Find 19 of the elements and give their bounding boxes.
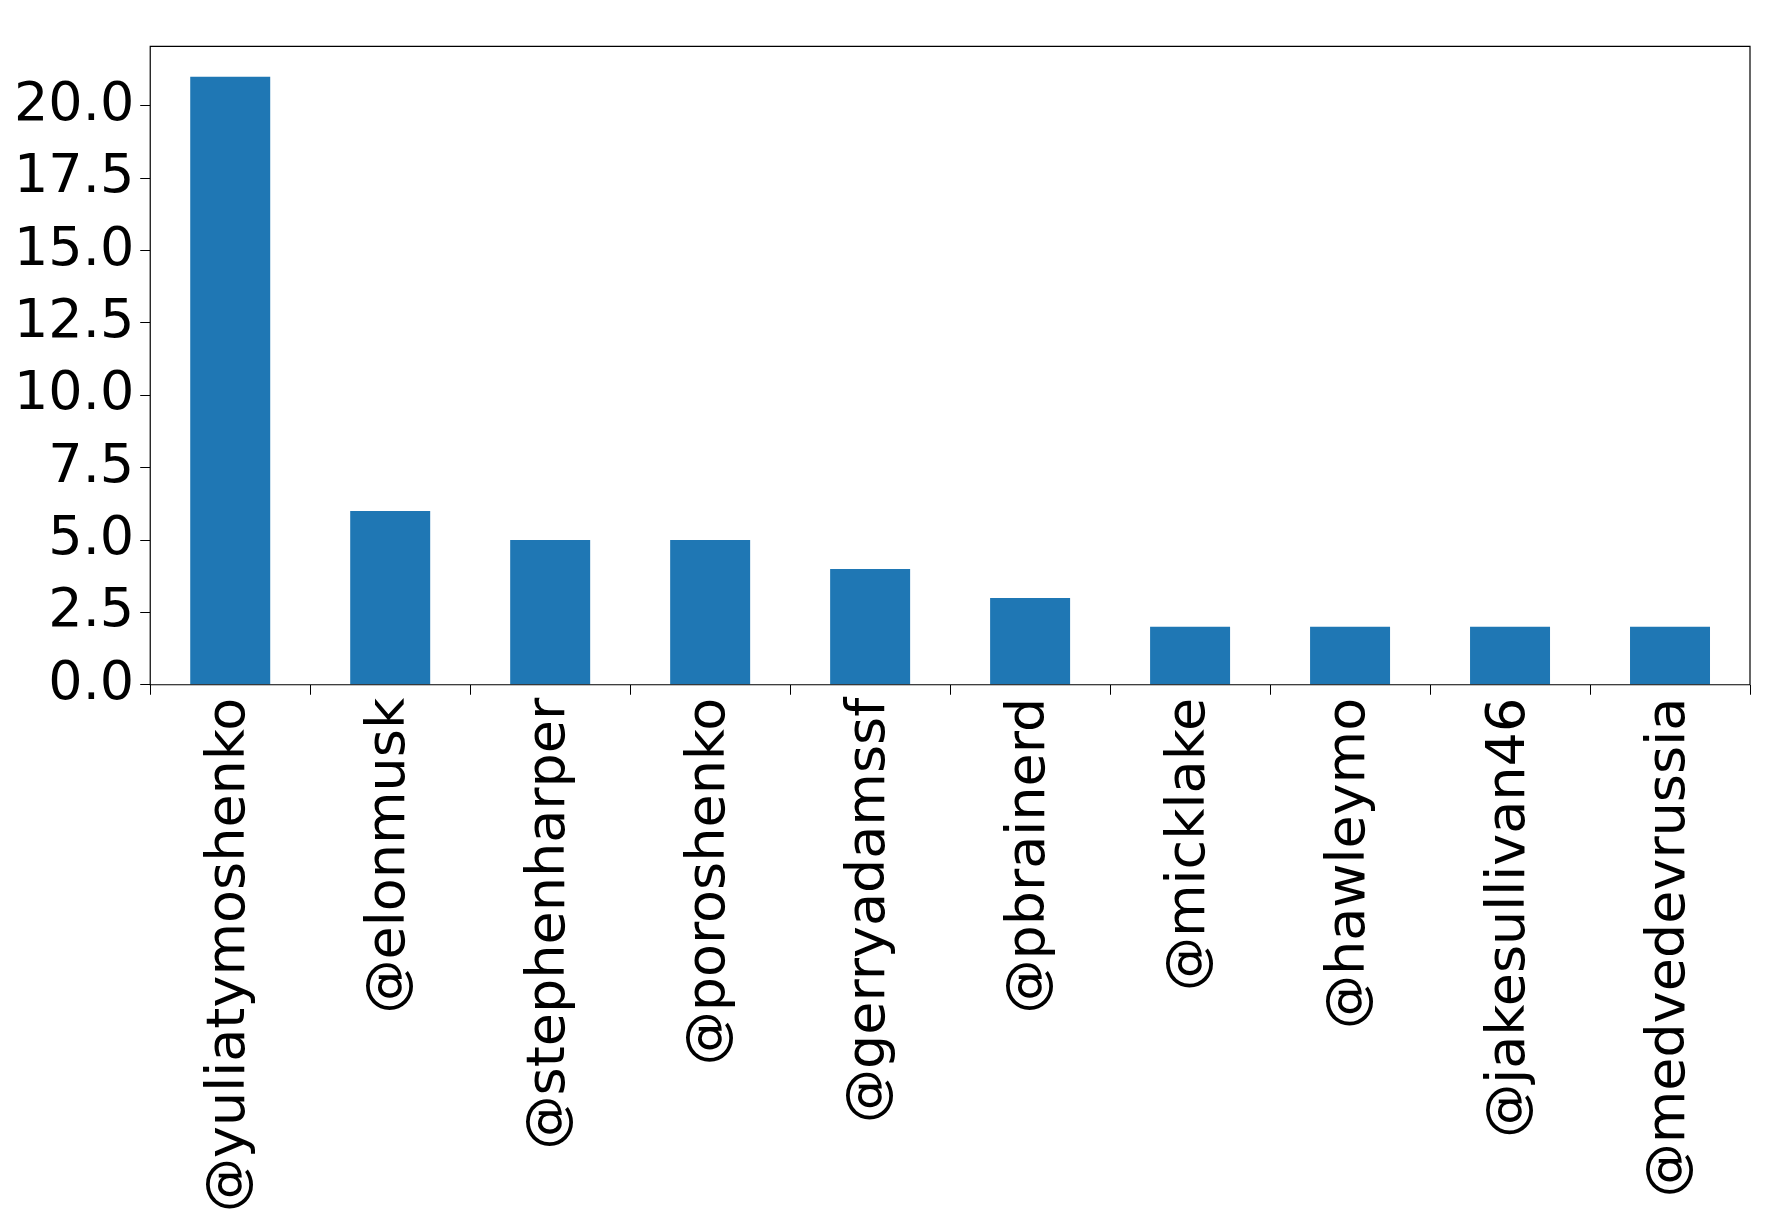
y-tick-label: 0.0 [48, 648, 135, 712]
y-tick-label: 12.5 [14, 286, 135, 350]
y-tick-label: 10.0 [14, 359, 135, 423]
y-tick-label: 15.0 [14, 214, 135, 278]
y-tick-label: 7.5 [48, 431, 135, 495]
x-tick-label: @stephenharper [514, 696, 578, 1150]
x-tick-label: @jakesullivan46 [1474, 697, 1538, 1138]
x-tick-label: @poroshenko [674, 697, 738, 1066]
y-tick-label: 2.5 [48, 576, 135, 640]
y-tick-label: 5.0 [48, 504, 135, 568]
y-tick-label: 17.5 [14, 142, 135, 206]
x-tick-label: @yuliatymoshenko [194, 697, 258, 1213]
x-tick-label: @gerryadamssf [834, 695, 898, 1124]
x-tick-label: @medvedevrussia [1634, 697, 1698, 1198]
x-tick-label: @micklake [1154, 697, 1218, 991]
x-tick-label: @elonmusk [354, 697, 418, 1014]
y-tick-label: 20.0 [14, 69, 135, 133]
x-tick-label: @hawleymo [1314, 697, 1378, 1030]
x-tick-label: @pbrainerd [994, 697, 1058, 1014]
